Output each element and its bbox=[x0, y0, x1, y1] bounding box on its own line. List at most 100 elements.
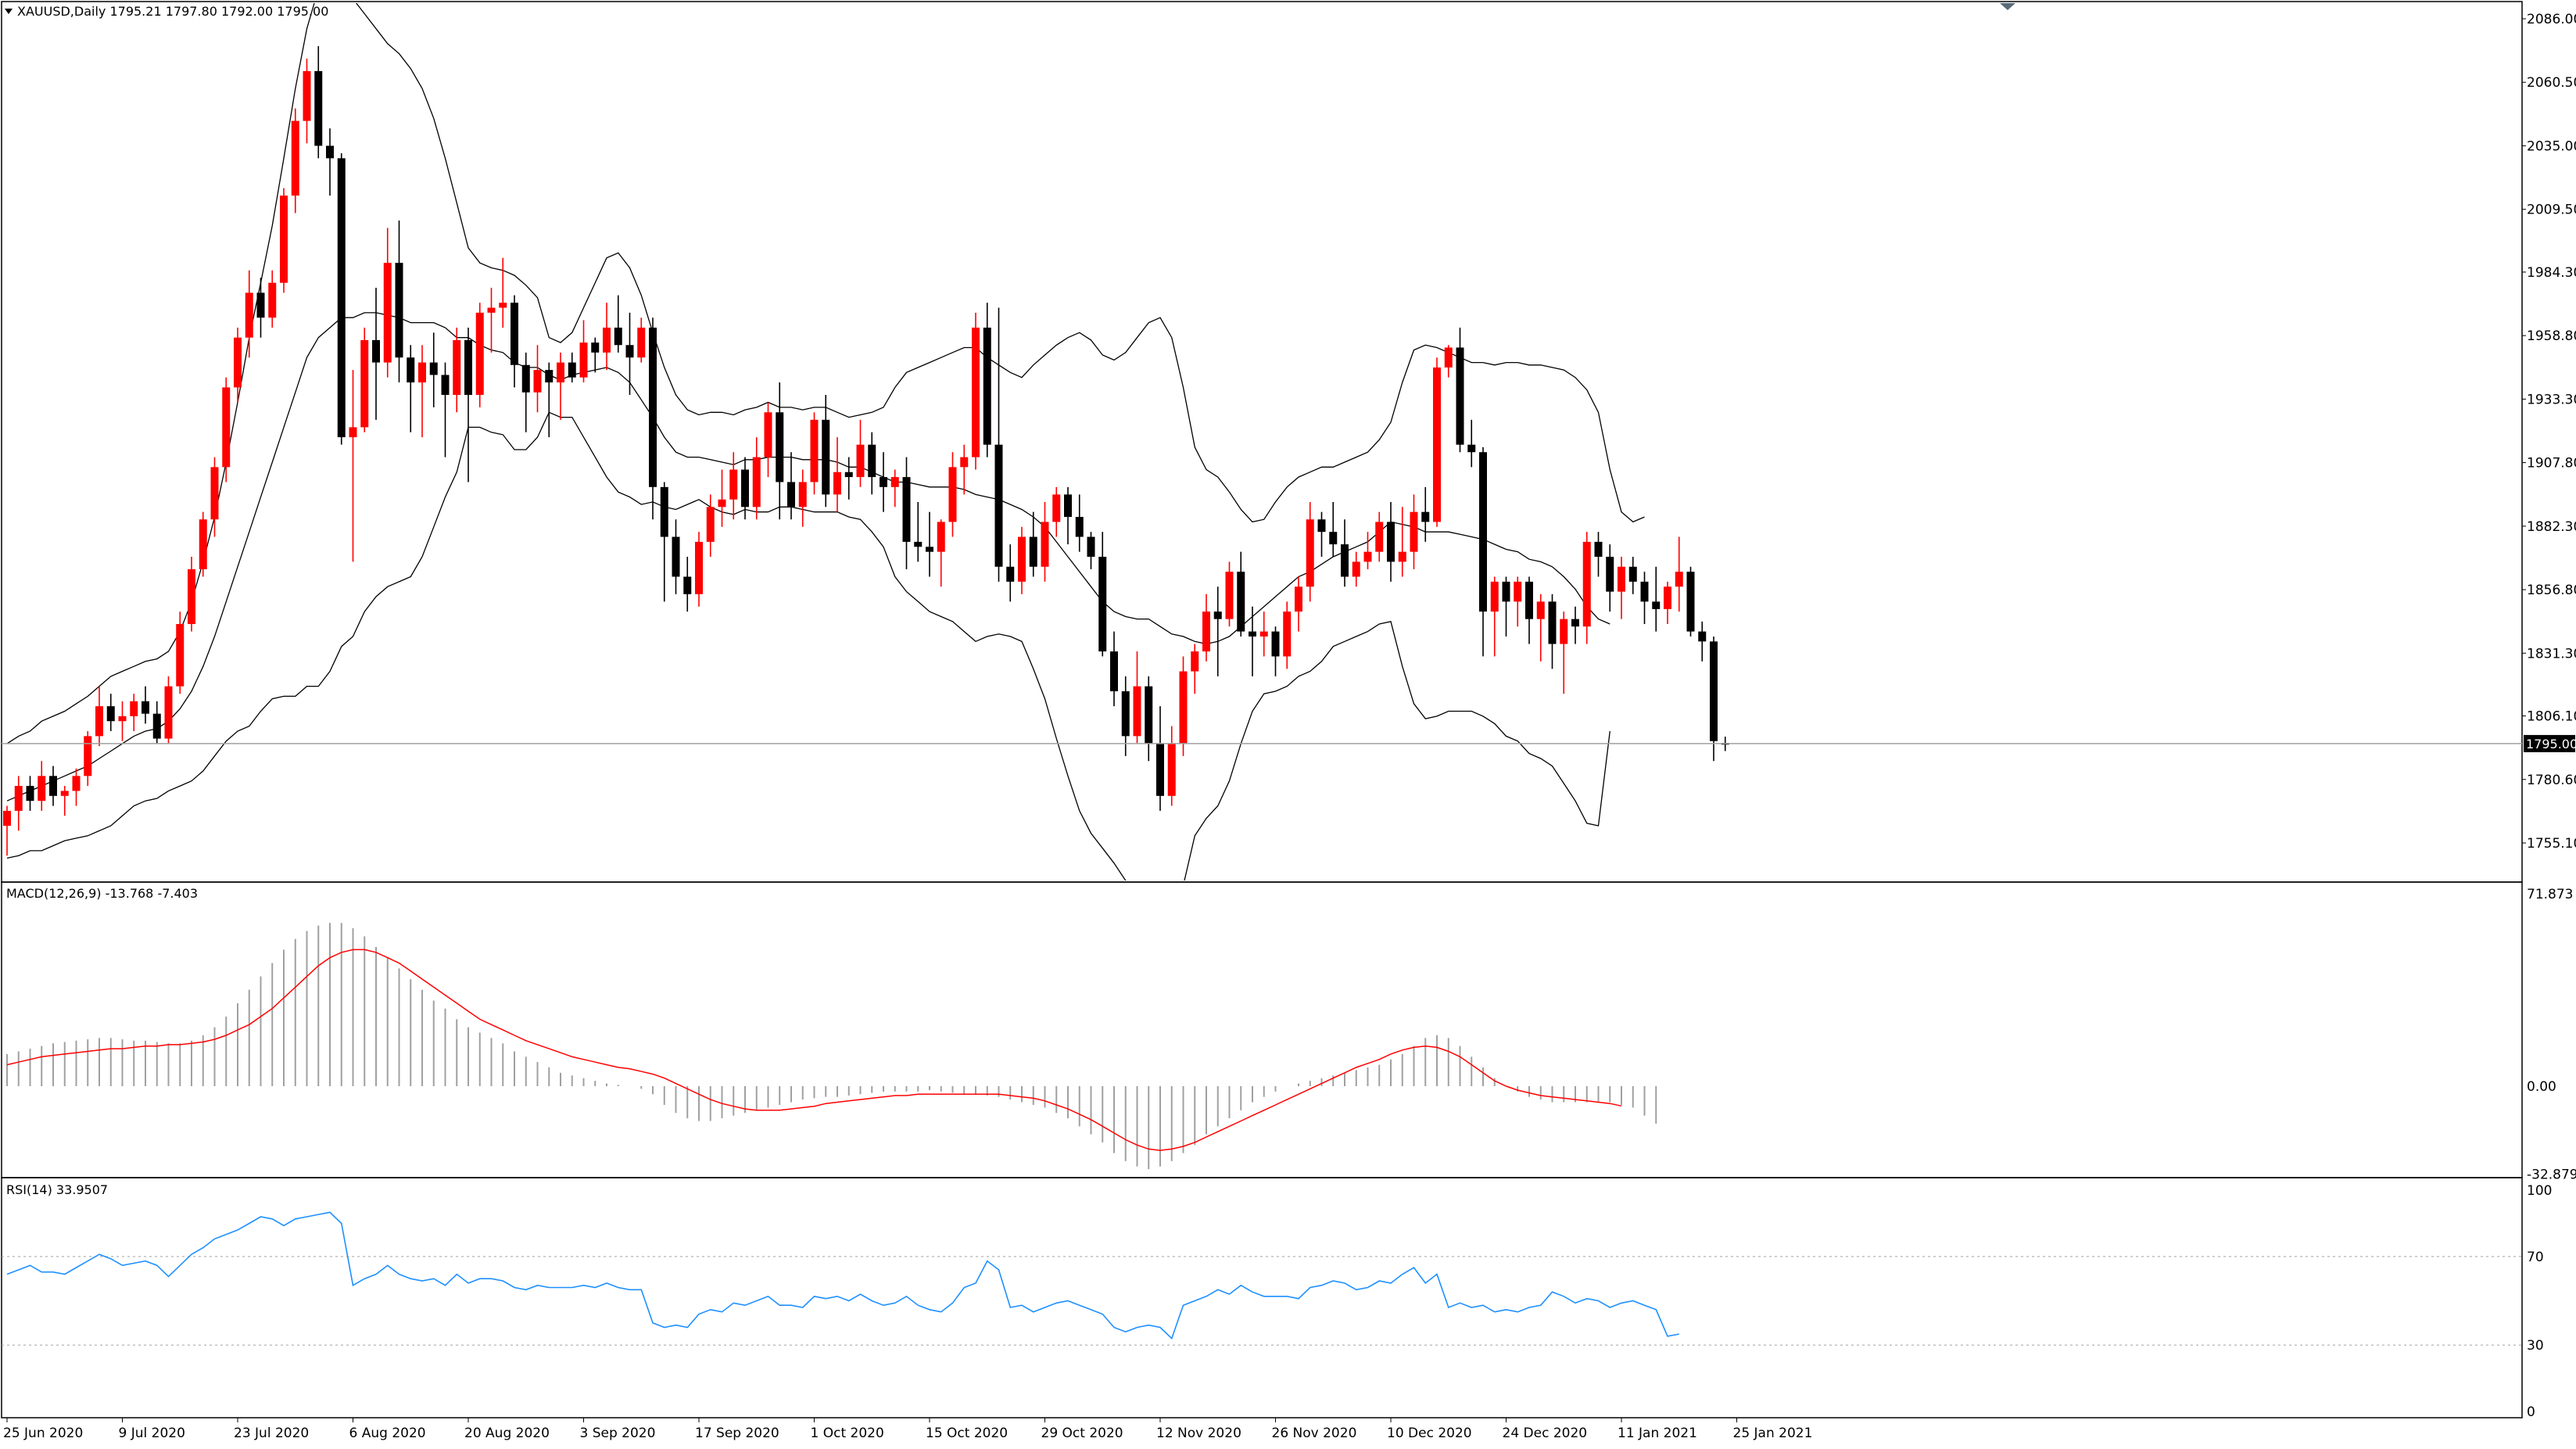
candle bbox=[545, 362, 554, 438]
candle bbox=[1283, 601, 1292, 669]
macd-series bbox=[6, 923, 1657, 1170]
candle bbox=[1582, 532, 1591, 644]
candle-body bbox=[1225, 572, 1234, 619]
rsi-line bbox=[6, 1211, 1679, 1340]
date-tick-label: 1 Oct 2020 bbox=[811, 1426, 884, 1441]
date-tick-label: 24 Dec 2020 bbox=[1503, 1426, 1588, 1441]
candle bbox=[568, 352, 576, 383]
candle-body bbox=[1087, 536, 1095, 558]
candle-body bbox=[1145, 686, 1153, 744]
candle-body bbox=[210, 467, 219, 520]
candle-body bbox=[1259, 631, 1268, 637]
candle bbox=[1306, 501, 1314, 602]
candle bbox=[994, 307, 1003, 582]
candle bbox=[1571, 606, 1579, 644]
candle bbox=[418, 345, 426, 438]
candle-body bbox=[188, 568, 195, 625]
rsi-tick-label: 100 bbox=[2527, 1183, 2552, 1199]
candle-body bbox=[1098, 557, 1107, 652]
candle bbox=[557, 352, 564, 420]
candle-body bbox=[1467, 444, 1476, 453]
rsi-tick-label: 70 bbox=[2527, 1250, 2544, 1265]
candle bbox=[1041, 501, 1049, 582]
candle bbox=[1421, 486, 1430, 542]
candle bbox=[176, 612, 185, 694]
candle bbox=[1594, 532, 1603, 577]
candle bbox=[1525, 576, 1533, 644]
price-tick-label: 1831.30 bbox=[2527, 646, 2576, 662]
candle bbox=[1387, 501, 1395, 582]
candle-body bbox=[868, 444, 876, 478]
candle-body bbox=[810, 419, 819, 482]
candle-body bbox=[637, 327, 646, 358]
candle bbox=[868, 432, 876, 495]
candle-body bbox=[741, 469, 749, 508]
candle-body bbox=[14, 786, 23, 811]
candle bbox=[360, 327, 369, 432]
candle bbox=[972, 312, 980, 470]
candle-body bbox=[1652, 601, 1661, 609]
candle bbox=[1064, 486, 1072, 545]
candle-body bbox=[994, 444, 1003, 567]
candle bbox=[49, 766, 57, 806]
candle-body bbox=[1191, 651, 1199, 672]
price-tick-label: 1958.80 bbox=[2527, 328, 2576, 344]
date-tick-label: 6 Aug 2020 bbox=[349, 1426, 426, 1441]
candle-body bbox=[395, 263, 403, 358]
candle bbox=[1686, 566, 1695, 637]
dropdown-triangle-icon[interactable] bbox=[5, 9, 13, 14]
candle bbox=[752, 437, 761, 520]
date-axis: 25 Jun 2020 9 Jul 2020 23 Jul 2020 6 Aug 20… bbox=[3, 1418, 1812, 1441]
candle-body bbox=[1398, 551, 1406, 562]
candle-body bbox=[822, 419, 830, 495]
main-chart-title: XAUUSD,Daily 1795.21 1797.80 1792.00 179… bbox=[17, 4, 328, 19]
candle bbox=[983, 303, 991, 457]
candle-body bbox=[1594, 541, 1603, 558]
candle-body bbox=[557, 362, 564, 383]
candle bbox=[579, 320, 588, 383]
candle bbox=[1098, 532, 1107, 657]
candle-body bbox=[1271, 631, 1280, 657]
candle-body bbox=[487, 307, 496, 313]
candle bbox=[776, 382, 784, 520]
candle-body bbox=[418, 362, 426, 383]
candle bbox=[1710, 636, 1718, 762]
rsi-series bbox=[2, 1211, 2522, 1346]
candle bbox=[487, 288, 496, 353]
candle-body bbox=[1363, 551, 1372, 562]
candle-body bbox=[3, 810, 11, 827]
candle-body bbox=[1306, 519, 1314, 587]
candle-body bbox=[1329, 532, 1338, 545]
candle-body bbox=[579, 343, 588, 378]
candle-body bbox=[314, 70, 323, 146]
candle bbox=[1490, 576, 1499, 657]
candle bbox=[1259, 612, 1268, 657]
price-tick-label: 1755.10 bbox=[2527, 836, 2576, 852]
date-tick-label: 26 Nov 2020 bbox=[1272, 1426, 1357, 1441]
candle bbox=[1225, 561, 1234, 627]
candle bbox=[245, 270, 253, 358]
candle bbox=[291, 108, 299, 213]
candle bbox=[1514, 576, 1522, 627]
candle bbox=[1628, 557, 1637, 594]
scroll-marker-icon[interactable] bbox=[2000, 3, 2015, 10]
candle-body bbox=[972, 327, 980, 457]
candle bbox=[660, 482, 668, 602]
candle bbox=[1375, 511, 1384, 562]
candle bbox=[234, 327, 242, 403]
candle-body bbox=[1341, 544, 1349, 577]
candle bbox=[822, 394, 830, 508]
candle bbox=[948, 452, 957, 537]
candle bbox=[1156, 706, 1164, 811]
main-pane-frame bbox=[1, 1, 2523, 883]
candle bbox=[649, 317, 657, 520]
candle bbox=[1548, 594, 1557, 669]
candle bbox=[95, 686, 103, 747]
price-tick-label: 2035.00 bbox=[2527, 138, 2576, 154]
candle-body bbox=[1179, 671, 1188, 744]
candle bbox=[256, 278, 265, 338]
candle bbox=[1271, 626, 1280, 676]
candle-body bbox=[1479, 452, 1487, 612]
